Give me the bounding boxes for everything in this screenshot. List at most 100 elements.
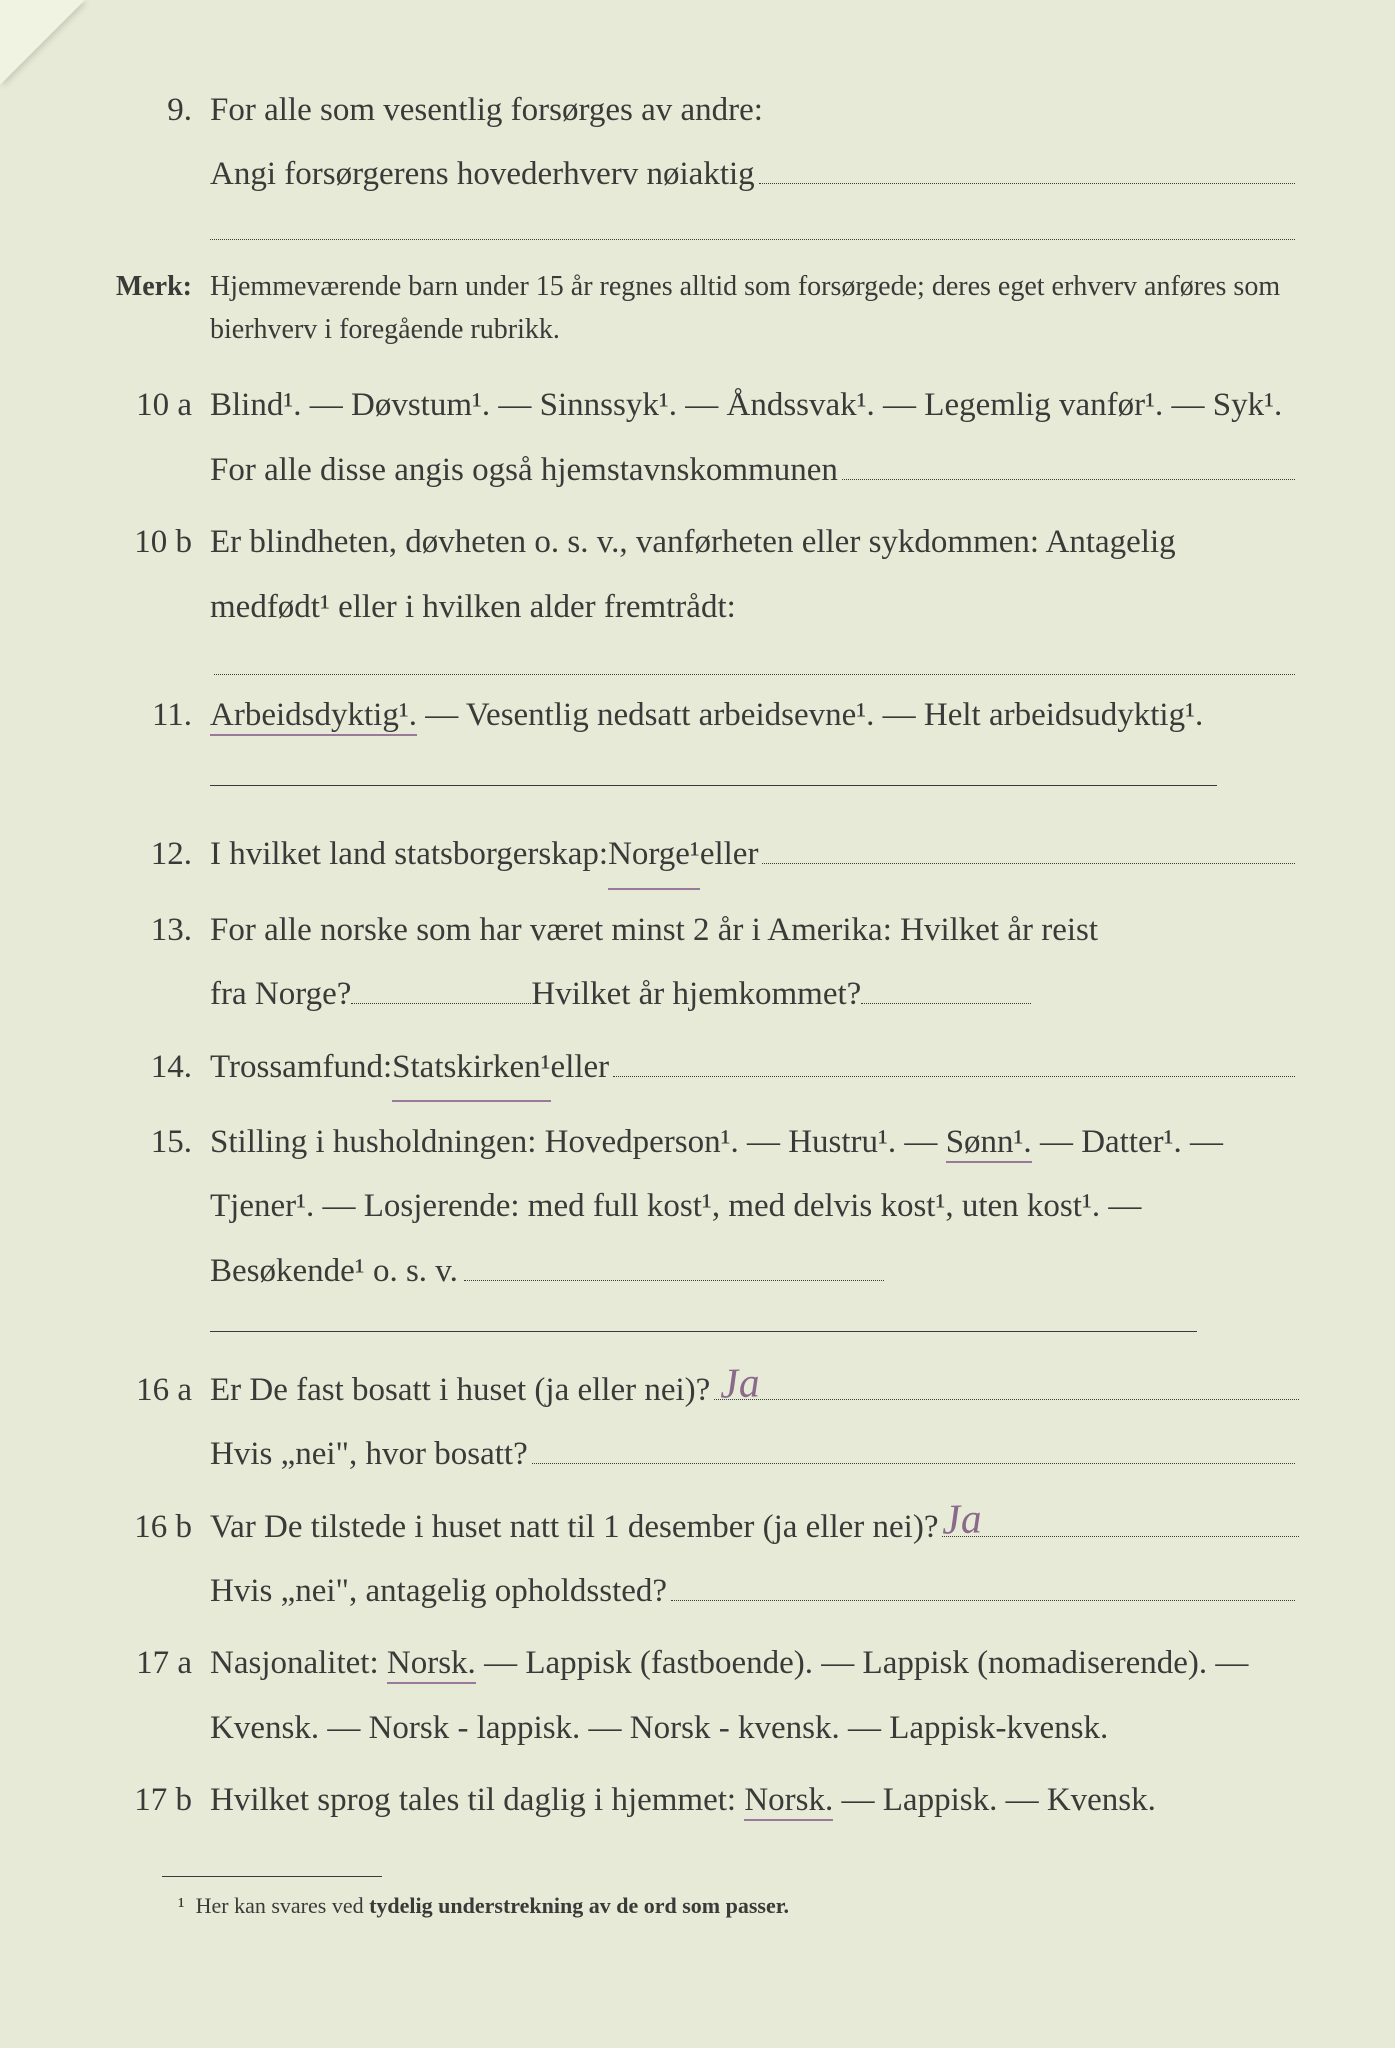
q17a-content: Nasjonalitet: Norsk. — Lappisk (fastboen… [210, 1631, 1295, 1760]
q16a-q2: Hvis „nei", hvor bosatt? [210, 1422, 528, 1486]
footnote-rule [162, 1876, 382, 1877]
question-10b: 10 b Er blindheten, døvheten o. s. v., v… [108, 510, 1295, 675]
merk-label: Merk: [108, 260, 210, 313]
fill-line [861, 1003, 1031, 1004]
q16a-line2: Hvis „nei", hvor bosatt? [210, 1422, 1295, 1486]
q17a-number: 17 a [108, 1632, 210, 1695]
q16b-answer-area: Ja [938, 1500, 1295, 1536]
dotted-rule [210, 239, 1295, 240]
q9-content: For alle som vesentlig forsørges av andr… [210, 78, 1295, 207]
question-16a: 16 a Er De fast bosatt i huset (ja eller… [108, 1358, 1295, 1487]
q16b-line1: Var De tilstede i huset natt til 1 desem… [210, 1495, 1295, 1559]
q9-line2-text: Angi forsørgerens hovederhverv nøiaktig [210, 142, 755, 206]
q10a-content: Blind¹. — Døvstum¹. — Sinnssyk¹. — Åndss… [210, 373, 1295, 502]
q16a-q1: Er De fast bosatt i huset (ja eller nei)… [210, 1358, 710, 1422]
q11-content: Arbeidsdyktig¹. — Vesentlig nedsatt arbe… [210, 683, 1295, 747]
q16b-number: 16 b [108, 1496, 210, 1559]
q13-number: 13. [108, 899, 210, 962]
q13-hjem: Hvilket år hjemkommet? [531, 962, 861, 1026]
q17a-pre: Nasjonalitet: [210, 1645, 387, 1681]
fill-line [671, 1565, 1295, 1601]
question-14: 14. Trossamfund: Statskirken¹ eller [108, 1035, 1295, 1102]
q16b-answer: Ja [941, 1480, 983, 1563]
q17b-content: Hvilket sprog tales til daglig i hjemmet… [210, 1768, 1295, 1832]
q12-pre: I hvilket land statsborgerskap: [210, 822, 608, 886]
q16a-content: Er De fast bosatt i huset (ja eller nei)… [210, 1358, 1295, 1487]
q10b-content: Er blindheten, døvheten o. s. v., vanfør… [210, 510, 1295, 675]
q17a-selected: Norsk. [387, 1645, 476, 1684]
question-9: 9. For alle som vesentlig forsørges av a… [108, 78, 1295, 207]
document-page: 9. For alle som vesentlig forsørges av a… [0, 0, 1395, 2048]
question-16b: 16 b Var De tilstede i huset natt til 1 … [108, 1495, 1295, 1624]
footnote-pre: Her kan svares ved [196, 1893, 370, 1918]
q16b-q2: Hvis „nei", antagelig opholdssted? [210, 1559, 667, 1623]
q13-line2: fra Norge? Hvilket år hjemkommet? [210, 962, 1295, 1026]
q16a-number: 16 a [108, 1359, 210, 1422]
merk-note: Merk: Hjemmeværende barn under 15 år reg… [108, 260, 1295, 352]
q11-rest: — Vesentlig nedsatt arbeidsevne¹. — Helt… [417, 697, 1203, 733]
q10a-text2: For alle disse angis også hjemstavnskomm… [210, 438, 1295, 502]
fill-line [762, 828, 1295, 864]
q14-content: Trossamfund: Statskirken¹ eller [210, 1035, 1295, 1102]
fill-line [532, 1428, 1295, 1464]
fill-line [351, 1003, 531, 1004]
q13-fra: fra Norge? [210, 962, 351, 1026]
q17b-selected: Norsk. [744, 1782, 833, 1821]
q16a-answer-area: Ja [710, 1364, 1295, 1400]
q9-line1: For alle som vesentlig forsørges av andr… [210, 78, 1295, 142]
q14-pre: Trossamfund: [210, 1035, 392, 1099]
q14-number: 14. [108, 1036, 210, 1099]
q16b-content: Var De tilstede i huset natt til 1 desem… [210, 1495, 1295, 1624]
q16a-line1: Er De fast bosatt i huset (ja eller nei)… [210, 1358, 1295, 1422]
q10a-text2-pre: For alle disse angis også hjemstavnskomm… [210, 438, 838, 502]
footnote-marker: ¹ [178, 1893, 185, 1918]
divider-rule [210, 1331, 1197, 1332]
q10b-number: 10 b [108, 511, 210, 574]
q17b-number: 17 b [108, 1769, 210, 1832]
question-12: 12. I hvilket land statsborgerskap: Norg… [108, 822, 1295, 889]
fill-line [714, 1364, 1299, 1400]
fill-line [464, 1280, 884, 1281]
q13-content: For alle norske som har været minst 2 år… [210, 898, 1295, 1027]
footnote: ¹ Her kan svares ved tydelig understrekn… [178, 1891, 1295, 1922]
q9-line2: Angi forsørgerens hovederhverv nøiaktig [210, 142, 1295, 206]
q10a-text1: Blind¹. — Døvstum¹. — Sinnssyk¹. — Åndss… [210, 373, 1295, 437]
q15-number: 15. [108, 1111, 210, 1174]
q17b-pre: Hvilket sprog tales til daglig i hjemmet… [210, 1782, 744, 1818]
q17b-post: — Lappisk. — Kvensk. [833, 1782, 1156, 1818]
fill-line [842, 444, 1295, 480]
question-11: 11. Arbeidsdyktig¹. — Vesentlig nedsatt … [108, 683, 1295, 747]
question-15: 15. Stilling i husholdningen: Hovedperso… [108, 1110, 1295, 1303]
q15-content: Stilling i husholdningen: Hovedperson¹. … [210, 1110, 1295, 1303]
q11-selected: Arbeidsdyktig¹. [210, 697, 417, 736]
question-10a: 10 a Blind¹. — Døvstum¹. — Sinnssyk¹. — … [108, 373, 1295, 502]
fill-line [214, 639, 1295, 675]
q16a-answer: Ja [719, 1343, 761, 1426]
q14-post: eller [551, 1035, 610, 1099]
q12-content: I hvilket land statsborgerskap: Norge¹ e… [210, 822, 1295, 889]
q11-number: 11. [108, 684, 210, 747]
q13-line1: For alle norske som har været minst 2 år… [210, 898, 1295, 962]
fill-line [613, 1040, 1295, 1076]
merk-text: Hjemmeværende barn under 15 år regnes al… [210, 265, 1295, 352]
question-17a: 17 a Nasjonalitet: Norsk. — Lappisk (fas… [108, 1631, 1295, 1760]
q12-selected: Norge¹ [608, 822, 700, 889]
q15-pre: Stilling i husholdningen: Hovedperson¹. … [210, 1124, 946, 1160]
q14-selected: Statskirken¹ [392, 1035, 550, 1102]
q16b-line2: Hvis „nei", antagelig opholdssted? [210, 1559, 1295, 1623]
q9-number: 9. [108, 79, 210, 142]
divider-rule [210, 785, 1217, 786]
q12-post: eller [700, 822, 759, 886]
footnote-bold: tydelig understrekning av de ord som pas… [369, 1893, 789, 1918]
folded-corner [0, 0, 85, 85]
fill-line [759, 148, 1295, 184]
question-17b: 17 b Hvilket sprog tales til daglig i hj… [108, 1768, 1295, 1832]
fill-line [942, 1500, 1299, 1536]
question-13: 13. For alle norske som har været minst … [108, 898, 1295, 1027]
q16b-q1: Var De tilstede i huset natt til 1 desem… [210, 1495, 938, 1559]
q10a-number: 10 a [108, 374, 210, 437]
q10b-textwrap: Er blindheten, døvheten o. s. v., vanfør… [210, 510, 1295, 675]
q10b-text: Er blindheten, døvheten o. s. v., vanfør… [210, 510, 1295, 639]
q15-selected: Sønn¹. [946, 1124, 1032, 1163]
q12-number: 12. [108, 823, 210, 886]
